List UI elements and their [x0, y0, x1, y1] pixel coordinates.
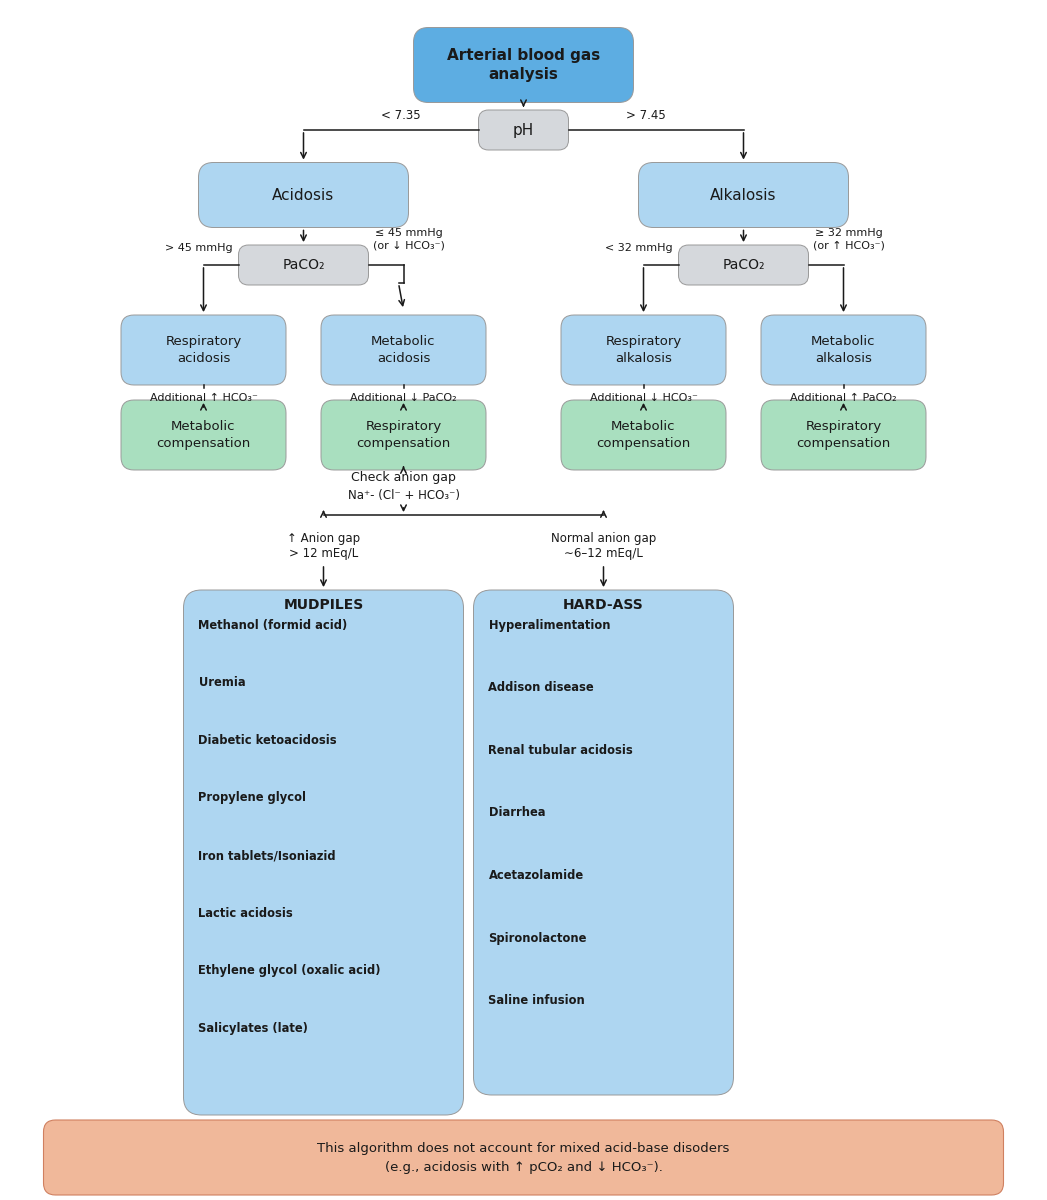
FancyBboxPatch shape	[321, 400, 486, 470]
Text: Uremia: Uremia	[199, 676, 245, 689]
Text: Saline infusion: Saline infusion	[489, 995, 585, 1008]
Text: Additional ↑ PaCO₂: Additional ↑ PaCO₂	[790, 392, 897, 403]
Text: Hyperalimentation: Hyperalimentation	[489, 618, 610, 631]
Text: Acidosis: Acidosis	[272, 187, 335, 203]
FancyBboxPatch shape	[414, 28, 633, 102]
FancyBboxPatch shape	[561, 314, 726, 385]
Text: Methanol (formid acid): Methanol (formid acid)	[199, 618, 348, 631]
Text: Respiratory
acidosis: Respiratory acidosis	[165, 335, 242, 365]
Text: pH: pH	[513, 122, 534, 138]
Text: Check anion gap: Check anion gap	[351, 472, 455, 485]
Text: MUDPILES: MUDPILES	[284, 598, 363, 612]
FancyBboxPatch shape	[239, 245, 369, 284]
FancyBboxPatch shape	[761, 400, 926, 470]
FancyBboxPatch shape	[473, 590, 734, 1094]
Text: Respiratory
compensation: Respiratory compensation	[356, 420, 450, 450]
Text: Arterial blood gas
analysis: Arterial blood gas analysis	[447, 48, 600, 83]
Text: < 7.35: < 7.35	[381, 109, 421, 122]
Text: ↑ Anion gap
> 12 mEq/L: ↑ Anion gap > 12 mEq/L	[287, 532, 360, 560]
FancyBboxPatch shape	[121, 400, 286, 470]
Text: Ethylene glycol (oxalic acid): Ethylene glycol (oxalic acid)	[199, 965, 381, 977]
Text: > 45 mmHg: > 45 mmHg	[164, 242, 232, 253]
Text: < 32 mmHg: < 32 mmHg	[605, 242, 672, 253]
FancyBboxPatch shape	[321, 314, 486, 385]
Text: Lactic acidosis: Lactic acidosis	[199, 907, 293, 919]
FancyBboxPatch shape	[678, 245, 808, 284]
Text: Renal tubular acidosis: Renal tubular acidosis	[489, 744, 633, 757]
Text: Diarrhea: Diarrhea	[489, 806, 545, 820]
FancyBboxPatch shape	[761, 314, 926, 385]
Text: Metabolic
compensation: Metabolic compensation	[156, 420, 250, 450]
Text: Diabetic ketoacidosis: Diabetic ketoacidosis	[199, 733, 337, 746]
Text: Salicylates (late): Salicylates (late)	[199, 1022, 309, 1036]
Text: HARD-ASS: HARD-ASS	[563, 598, 644, 612]
Text: Spironolactone: Spironolactone	[489, 932, 587, 944]
Text: This algorithm does not account for mixed acid-base disoders
(e.g., acidosis wit: This algorithm does not account for mixe…	[317, 1142, 730, 1174]
Text: ≤ 45 mmHg
(or ↓ HCO₃⁻): ≤ 45 mmHg (or ↓ HCO₃⁻)	[373, 228, 444, 250]
Text: Additional ↓ PaCO₂: Additional ↓ PaCO₂	[350, 392, 456, 403]
Text: Iron tablets/Isoniazid: Iron tablets/Isoniazid	[199, 850, 336, 862]
Text: Alkalosis: Alkalosis	[710, 187, 777, 203]
FancyBboxPatch shape	[44, 1120, 1003, 1195]
FancyBboxPatch shape	[561, 400, 726, 470]
Text: Metabolic
acidosis: Metabolic acidosis	[372, 335, 436, 365]
Text: Additional ↑ HCO₃⁻: Additional ↑ HCO₃⁻	[150, 392, 258, 403]
FancyBboxPatch shape	[639, 162, 848, 228]
Text: Metabolic
compensation: Metabolic compensation	[597, 420, 691, 450]
FancyBboxPatch shape	[478, 110, 569, 150]
Text: Propylene glycol: Propylene glycol	[199, 792, 307, 804]
Text: Respiratory
compensation: Respiratory compensation	[797, 420, 891, 450]
Text: ≥ 32 mmHg
(or ↑ HCO₃⁻): ≥ 32 mmHg (or ↑ HCO₃⁻)	[812, 228, 885, 250]
Text: PaCO₂: PaCO₂	[283, 258, 325, 272]
Text: Acetazolamide: Acetazolamide	[489, 869, 583, 882]
Text: Addison disease: Addison disease	[489, 682, 594, 694]
FancyBboxPatch shape	[183, 590, 464, 1115]
FancyBboxPatch shape	[199, 162, 408, 228]
Text: Respiratory
alkalosis: Respiratory alkalosis	[605, 335, 682, 365]
Text: Additional ↓ HCO₃⁻: Additional ↓ HCO₃⁻	[589, 392, 697, 403]
Text: > 7.45: > 7.45	[626, 109, 666, 122]
Text: Na⁺- (Cl⁻ + HCO₃⁻): Na⁺- (Cl⁻ + HCO₃⁻)	[348, 488, 460, 502]
FancyBboxPatch shape	[121, 314, 286, 385]
Text: Normal anion gap
∼6–12 mEq/L: Normal anion gap ∼6–12 mEq/L	[551, 532, 656, 560]
Text: Metabolic
alkalosis: Metabolic alkalosis	[811, 335, 875, 365]
Text: PaCO₂: PaCO₂	[722, 258, 764, 272]
